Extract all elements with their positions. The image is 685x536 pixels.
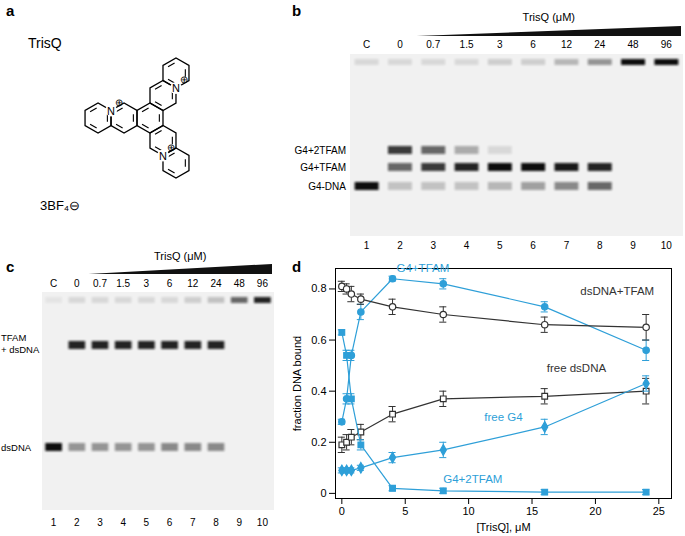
svg-text:4: 4 (464, 240, 470, 251)
svg-text:0.8: 0.8 (311, 282, 326, 294)
svg-text:d: d (292, 258, 301, 275)
svg-text:⊕: ⊕ (180, 74, 188, 85)
svg-text:TFAM+ dsDNA: TFAM+ dsDNA (1, 332, 40, 355)
svg-text:0: 0 (320, 487, 326, 499)
svg-text:fraction DNA bound: fraction DNA bound (291, 336, 303, 431)
svg-text:25: 25 (653, 505, 665, 517)
svg-text:0.7: 0.7 (93, 278, 107, 289)
svg-text:4: 4 (120, 517, 126, 528)
svg-text:TrisQ: TrisQ (28, 35, 62, 51)
svg-text:5: 5 (402, 505, 408, 517)
svg-text:6: 6 (530, 240, 536, 251)
svg-text:8: 8 (597, 240, 603, 251)
svg-text:1: 1 (364, 240, 370, 251)
svg-text:C: C (50, 278, 57, 289)
svg-text:G4+2TFAM: G4+2TFAM (295, 145, 346, 156)
svg-text:N: N (172, 82, 180, 94)
svg-text:a: a (6, 2, 15, 19)
svg-text:c: c (6, 258, 14, 275)
svg-text:2: 2 (74, 517, 80, 528)
svg-text:48: 48 (234, 278, 246, 289)
svg-text:0: 0 (74, 278, 80, 289)
svg-text:6: 6 (167, 278, 173, 289)
svg-text:10: 10 (661, 240, 673, 251)
svg-text:3BF₄⊖: 3BF₄⊖ (40, 198, 80, 213)
svg-text:5: 5 (497, 240, 503, 251)
svg-text:9: 9 (630, 240, 636, 251)
svg-text:1.5: 1.5 (116, 278, 130, 289)
svg-text:24: 24 (210, 278, 222, 289)
svg-text:96: 96 (661, 39, 673, 50)
svg-text:12: 12 (187, 278, 199, 289)
svg-text:0.4: 0.4 (311, 385, 326, 397)
svg-text:3: 3 (97, 517, 103, 528)
svg-text:0.6: 0.6 (311, 334, 326, 346)
svg-text:12: 12 (561, 39, 573, 50)
svg-text:G4-DNA: G4-DNA (308, 181, 346, 192)
svg-text:TrisQ (μM): TrisQ (μM) (154, 250, 206, 262)
svg-text:free dsDNA: free dsDNA (547, 362, 607, 374)
svg-text:24: 24 (594, 39, 606, 50)
svg-text:0: 0 (339, 505, 345, 517)
svg-text:G4+TFAM: G4+TFAM (300, 162, 346, 173)
svg-text:free G4: free G4 (484, 411, 523, 423)
svg-text:0.2: 0.2 (311, 436, 326, 448)
svg-text:10: 10 (257, 517, 269, 528)
svg-text:3: 3 (144, 278, 150, 289)
svg-text:8: 8 (213, 517, 219, 528)
svg-text:b: b (292, 2, 301, 19)
svg-text:15: 15 (526, 505, 538, 517)
svg-text:dsDNA: dsDNA (1, 442, 32, 453)
svg-text:5: 5 (144, 517, 150, 528)
svg-text:6: 6 (530, 39, 536, 50)
svg-text:0.7: 0.7 (426, 39, 440, 50)
svg-text:3: 3 (430, 240, 436, 251)
svg-text:1.5: 1.5 (460, 39, 474, 50)
svg-text:N: N (107, 105, 115, 117)
svg-text:N: N (159, 150, 167, 162)
svg-text:[TrisQ], μM: [TrisQ], μM (476, 521, 530, 533)
svg-text:96: 96 (257, 278, 269, 289)
svg-text:10: 10 (463, 505, 475, 517)
svg-text:2: 2 (397, 240, 403, 251)
svg-text:20: 20 (589, 505, 601, 517)
svg-text:C: C (363, 39, 370, 50)
svg-text:9: 9 (236, 517, 242, 528)
svg-text:⊕: ⊕ (115, 97, 123, 108)
svg-text:TrisQ (μM): TrisQ (μM) (523, 11, 575, 23)
svg-text:G4+2TFAM: G4+2TFAM (443, 473, 502, 485)
svg-text:7: 7 (190, 517, 196, 528)
svg-text:1: 1 (51, 517, 57, 528)
svg-text:0: 0 (397, 39, 403, 50)
svg-text:G4+TFAM: G4+TFAM (397, 262, 450, 274)
svg-text:48: 48 (627, 39, 639, 50)
svg-text:6: 6 (167, 517, 173, 528)
svg-text:⊕: ⊕ (167, 142, 175, 153)
svg-text:3: 3 (497, 39, 503, 50)
svg-text:7: 7 (564, 240, 570, 251)
svg-text:dsDNA+TFAM: dsDNA+TFAM (580, 285, 654, 297)
